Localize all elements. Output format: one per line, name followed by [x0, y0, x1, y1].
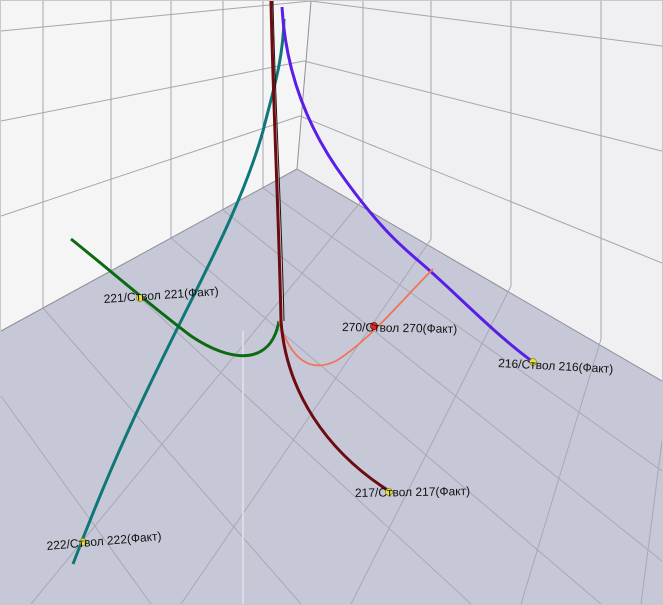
floor-grid — [1, 187, 662, 604]
wall-grid — [1, 1, 662, 382]
well-270-marker[interactable] — [370, 322, 378, 330]
floor-plane — [1, 169, 662, 604]
well-217-trajectory[interactable] — [269, 1, 390, 493]
back-wall-right — [297, 1, 662, 381]
well-216-label: 216/Ствол 216(Факт) — [498, 356, 614, 376]
well-217-marker[interactable] — [385, 488, 393, 496]
well-270-label: 270/Ствол 270(Факт) — [342, 320, 457, 336]
well-270-trajectory[interactable] — [278, 268, 434, 367]
well-217-trajectory-shadow — [272, 1, 285, 322]
well-217-label: 217/Ствол 217(Факт) — [355, 484, 470, 500]
well-216-trajectory[interactable] — [280, 6, 534, 364]
back-wall-left — [1, 1, 311, 331]
well-216-marker[interactable] — [529, 358, 537, 366]
well-222-marker[interactable] — [79, 538, 87, 546]
well-221-trajectory[interactable] — [70, 237, 281, 358]
well-221-marker[interactable] — [136, 294, 144, 302]
